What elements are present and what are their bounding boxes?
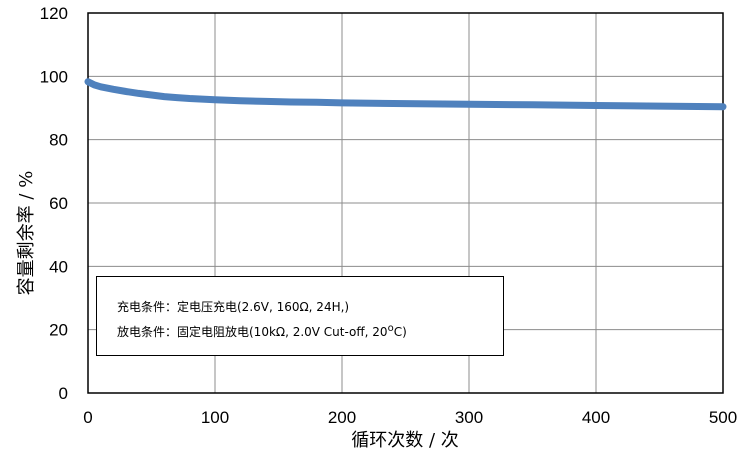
- x-tick-label: 300: [455, 408, 483, 427]
- discharge-condition-end: C): [393, 325, 407, 339]
- y-axis-ticks: 0 20 40 60 80 100 120: [40, 4, 68, 403]
- y-tick-label: 0: [59, 384, 68, 403]
- y-tick-label: 80: [49, 131, 68, 150]
- x-tick-label: 500: [709, 408, 737, 427]
- plot-area-border: [87, 12, 724, 394]
- discharge-condition: 放电条件：固定电阻放电(10kΩ, 2.0V Cut-off, 20oC): [117, 318, 503, 343]
- y-tick-label: 60: [49, 194, 68, 213]
- y-tick-label: 100: [40, 67, 68, 86]
- charge-condition: 充电条件：定电压充电(2.6V, 160Ω, 24H,): [117, 300, 350, 314]
- x-tick-label: 0: [83, 408, 92, 427]
- y-tick-label: 20: [49, 321, 68, 340]
- x-axis-title: 循环次数 / 次: [351, 430, 459, 451]
- data-series: [84, 78, 727, 111]
- conditions-note: 充电条件：定电压充电(2.6V, 160Ω, 24H,) 放电条件：固定电阻放电…: [96, 276, 504, 356]
- series-line: [84, 78, 727, 111]
- y-axis-title: 容量剩余率 / %: [16, 171, 37, 296]
- discharge-condition-text: 放电条件：固定电阻放电(10kΩ, 2.0V Cut-off, 20: [117, 325, 388, 339]
- y-tick-label: 120: [40, 4, 68, 23]
- x-axis-ticks: 0 100 200 300 400 500: [83, 408, 737, 427]
- x-tick-label: 100: [201, 408, 229, 427]
- y-tick-label: 40: [49, 257, 68, 276]
- x-tick-label: 400: [582, 408, 610, 427]
- degree-symbol: o: [387, 323, 394, 334]
- x-tick-label: 200: [328, 408, 356, 427]
